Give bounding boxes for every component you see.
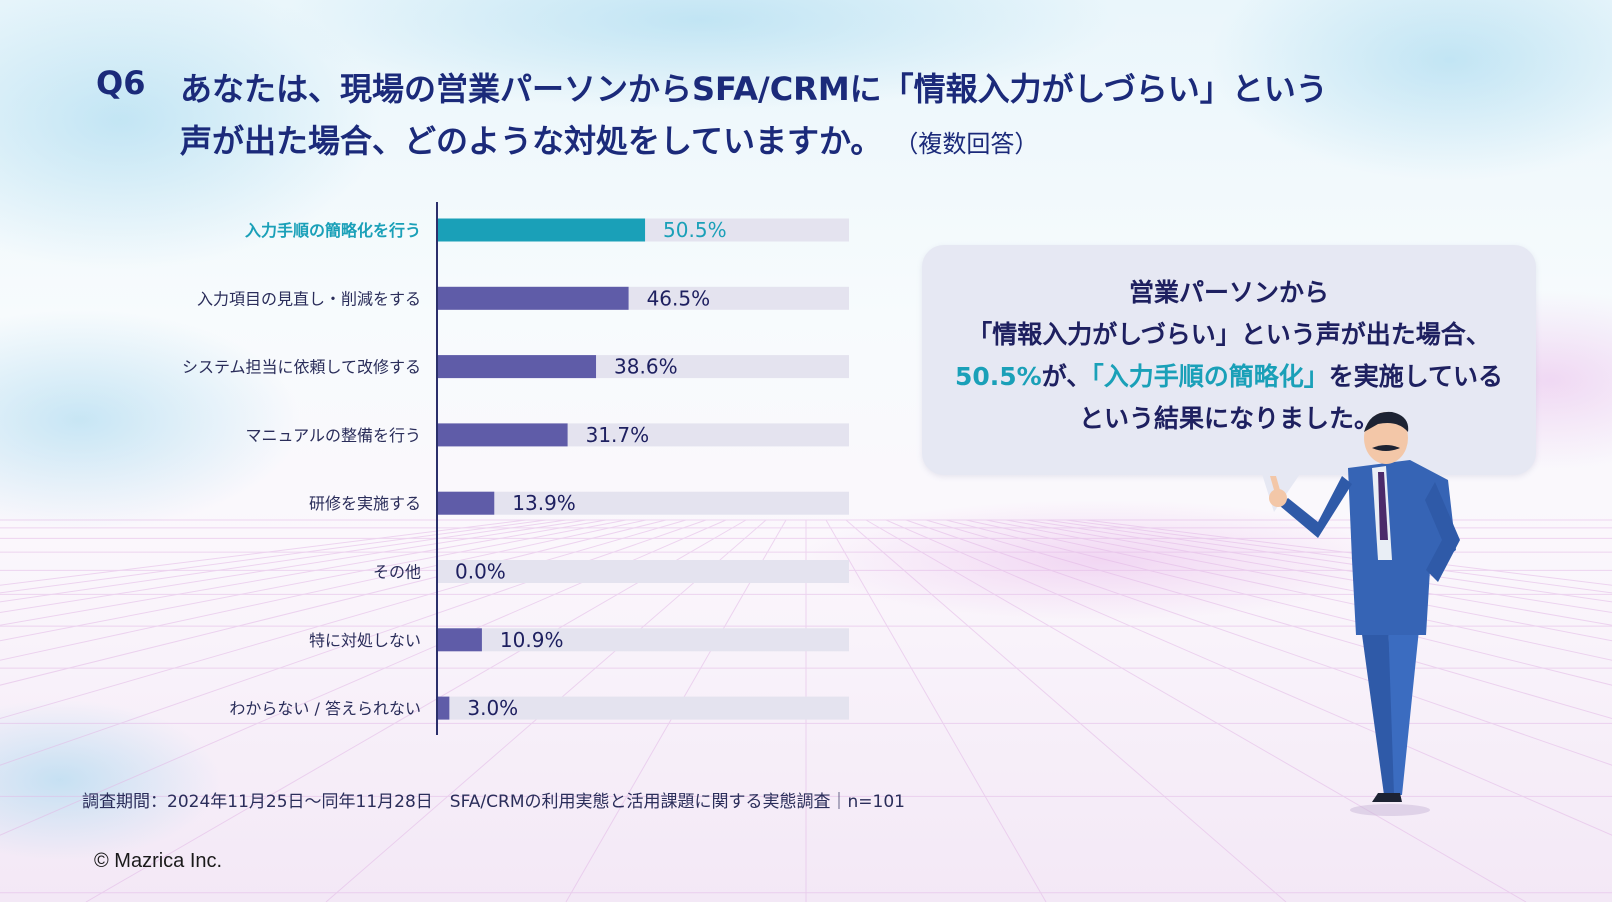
value-label: 13.9% bbox=[512, 491, 576, 515]
category-label: わからない / 答えられない bbox=[229, 699, 421, 718]
bubble-line-4: という結果になりました。 bbox=[1078, 404, 1379, 433]
bubble-end: を実施している bbox=[1328, 362, 1504, 391]
value-label: 38.6% bbox=[614, 355, 678, 379]
bar bbox=[437, 218, 646, 242]
question-line-2-text: 声が出た場合、どのような対処をしていますか。 bbox=[180, 122, 883, 160]
bar bbox=[437, 628, 482, 652]
value-label: 10.9% bbox=[500, 628, 564, 652]
value-label: 50.5% bbox=[663, 218, 727, 242]
bar-track bbox=[437, 560, 849, 583]
bubble-percent: 50.5% bbox=[954, 362, 1042, 391]
value-label: 46.5% bbox=[647, 286, 711, 310]
value-label: 0.0% bbox=[455, 560, 506, 584]
copyright: © Mazrica Inc. bbox=[94, 850, 223, 872]
bar bbox=[437, 423, 568, 447]
question-line-2: 声が出た場合、どのような対処をしていますか。 （複数回答） bbox=[180, 116, 1038, 162]
category-label: 入力手順の簡略化を行う bbox=[245, 221, 421, 240]
category-label: 入力項目の見直し・削減をする bbox=[197, 289, 421, 308]
value-label: 31.7% bbox=[586, 423, 650, 447]
speech-bubble-text: 営業パーソンから 「情報入力がしづらい」という声が出た場合、 50.5%が、「入… bbox=[922, 272, 1536, 440]
bar-track bbox=[437, 491, 849, 515]
bar-track bbox=[437, 628, 849, 652]
value-label: 3.0% bbox=[467, 696, 518, 720]
bubble-line-1: 営業パーソンから bbox=[1128, 278, 1329, 307]
survey-footnote: 調査期間：2024年11月25日〜同年11月28日 SFA/CRMの利用実態と活… bbox=[82, 792, 905, 812]
question-number: Q6 bbox=[96, 64, 146, 102]
question-note: （複数回答） bbox=[906, 130, 1039, 158]
bar bbox=[437, 286, 629, 310]
category-label: システム担当に依頼して改修する bbox=[182, 358, 421, 377]
bubble-quote: 「入力手順の簡略化」 bbox=[1091, 362, 1329, 391]
bar-track bbox=[437, 696, 849, 720]
category-label: その他 bbox=[373, 563, 421, 582]
bar bbox=[437, 491, 495, 515]
bar bbox=[437, 355, 597, 379]
category-label: 特に対処しない bbox=[309, 631, 421, 650]
question-line-1: あなたは、現場の営業パーソンからSFA/CRMに「情報入力がしづらい」という bbox=[180, 70, 1328, 108]
bubble-line-2: 「情報入力がしづらい」という声が出た場合、 bbox=[967, 320, 1491, 349]
businessman-illustration bbox=[1269, 411, 1460, 816]
bubble-mid: が、 bbox=[1041, 362, 1092, 391]
bar bbox=[437, 696, 450, 720]
bar-chart: 入力手順の簡略化を行う 50.5% 入力項目の見直し・削減をする 46.5% システム担… bbox=[182, 202, 849, 735]
category-label: マニュアルの整備を行う bbox=[245, 426, 421, 445]
category-label: 研修を実施する bbox=[309, 494, 421, 513]
speech-bubble bbox=[922, 245, 1536, 475]
bubble-line-3: 50.5%が、「入力手順の簡略化」を実施している bbox=[922, 356, 1536, 398]
